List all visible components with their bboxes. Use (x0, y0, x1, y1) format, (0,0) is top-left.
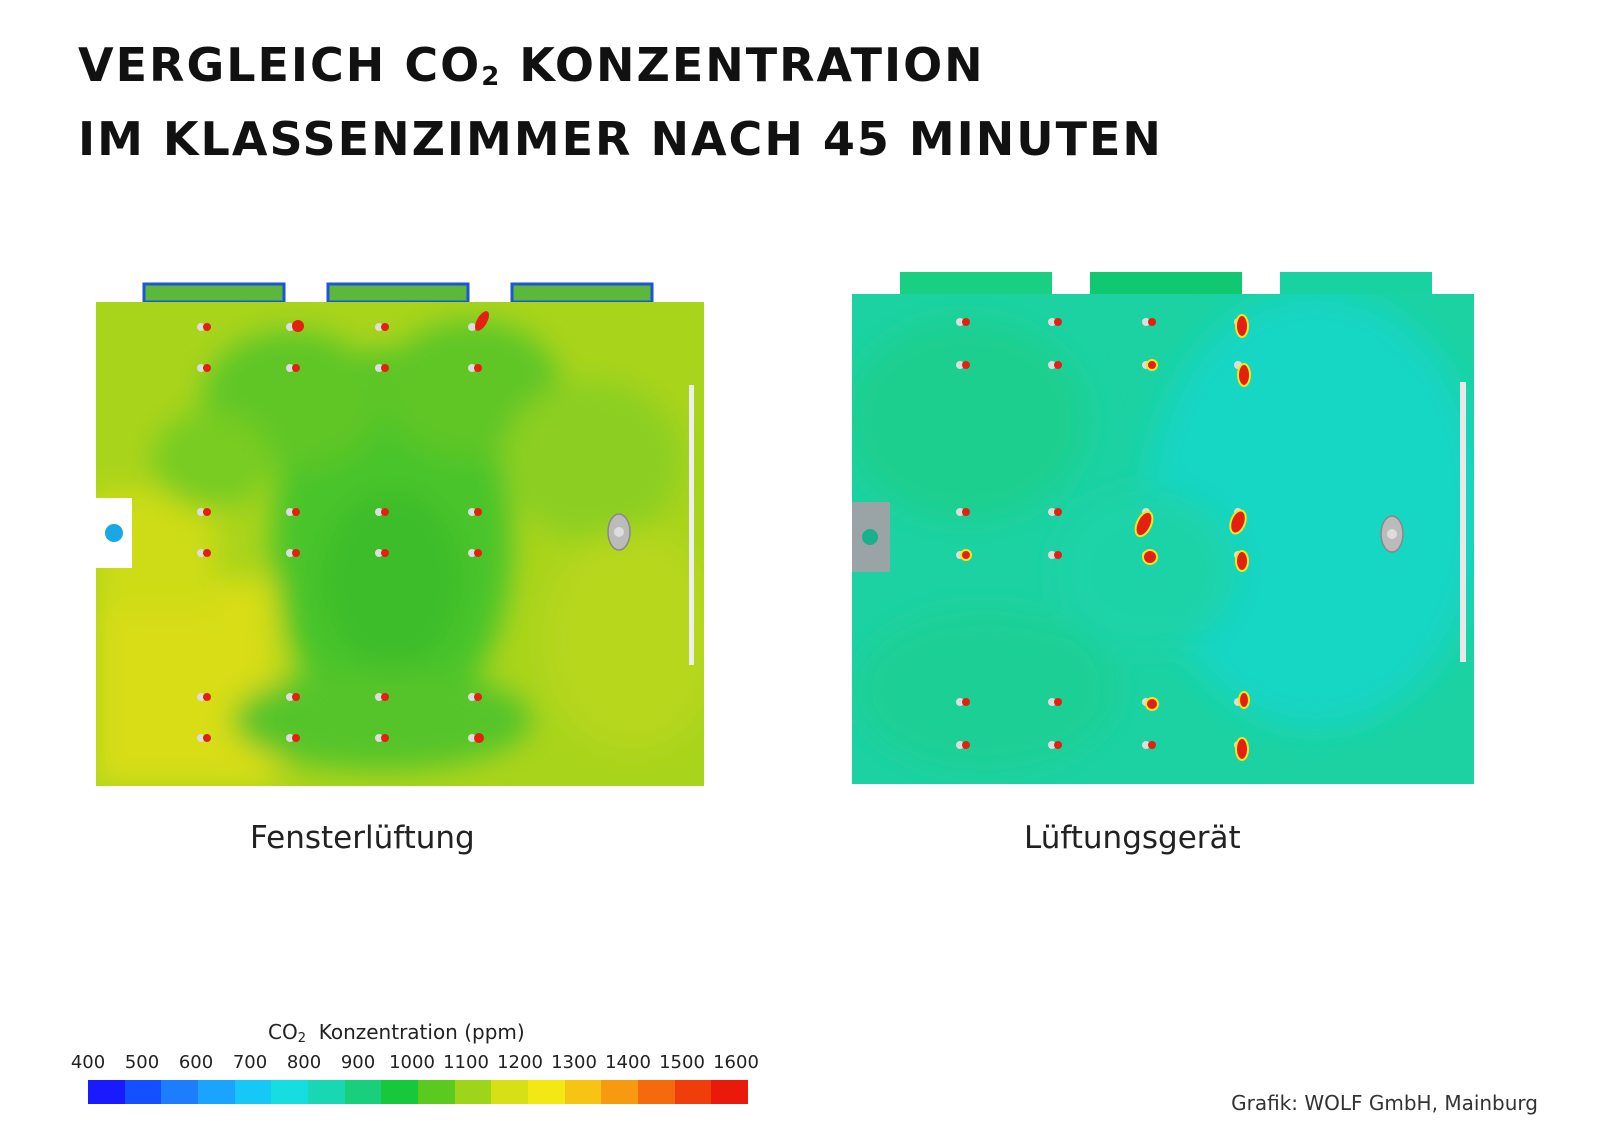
legend-ticks: 400 500 600 700 800 900 1000 1100 1200 1300 1400 15… (70, 1052, 770, 1076)
panel-ventilation-unit (846, 270, 1486, 790)
page-title: VERGLEICH CO2 KONZENTRATION IM KLASSENZI… (78, 34, 1163, 170)
title-line-1: VERGLEICH CO2 KONZENTRATION (78, 38, 985, 92)
colorbar-segment (418, 1080, 455, 1104)
colorbar-segment (88, 1080, 125, 1104)
colorbar-segment (234, 1080, 272, 1104)
legend-tick: 1300 (551, 1052, 597, 1073)
colorbar-segment (271, 1080, 309, 1104)
colorbar-segment (638, 1080, 675, 1104)
colorbar-segment (344, 1080, 382, 1104)
caption-ventilation-unit: Lüftungsgerät (1024, 820, 1241, 856)
colorbar-segment (454, 1080, 492, 1104)
colorbar-segment (381, 1080, 419, 1104)
legend-tick: 400 (70, 1052, 106, 1073)
colorbar-segment (528, 1080, 565, 1104)
legend-tick: 700 (232, 1052, 268, 1073)
colorbar-segment (198, 1080, 235, 1104)
colorbar-segment (711, 1080, 749, 1104)
legend-tick: 1000 (389, 1052, 435, 1073)
legend-colorbar (88, 1080, 749, 1104)
legend-tick: 1400 (605, 1052, 651, 1073)
colorbar-segment (564, 1080, 602, 1104)
legend-tick: 900 (340, 1052, 376, 1073)
colorbar-segment (308, 1080, 345, 1104)
legend-tick: 1200 (497, 1052, 543, 1073)
legend-tick: 500 (124, 1052, 160, 1073)
co2-map-unit (852, 272, 1474, 784)
title-line-2: IM KLASSENZIMMER NACH 45 MINUTEN (78, 112, 1163, 166)
colorbar-segment (491, 1080, 529, 1104)
legend-title: CO2 Konzentration (ppm) (268, 1020, 525, 1046)
colorbar-segment (161, 1080, 199, 1104)
colorbar-segment (674, 1080, 712, 1104)
co2-map-window (96, 282, 704, 786)
colorbar-segment (601, 1080, 639, 1104)
colorbar-segment (124, 1080, 162, 1104)
panel-window-ventilation (92, 280, 712, 790)
legend-tick: 800 (286, 1052, 322, 1073)
legend-tick: 600 (178, 1052, 214, 1073)
legend-tick: 1100 (443, 1052, 489, 1073)
legend-tick: 1500 (659, 1052, 705, 1073)
caption-window-ventilation: Fensterlüftung (250, 820, 475, 856)
legend-tick: 1600 (713, 1052, 759, 1073)
credit-text: Grafik: WOLF GmbH, Mainburg (1231, 1091, 1538, 1115)
